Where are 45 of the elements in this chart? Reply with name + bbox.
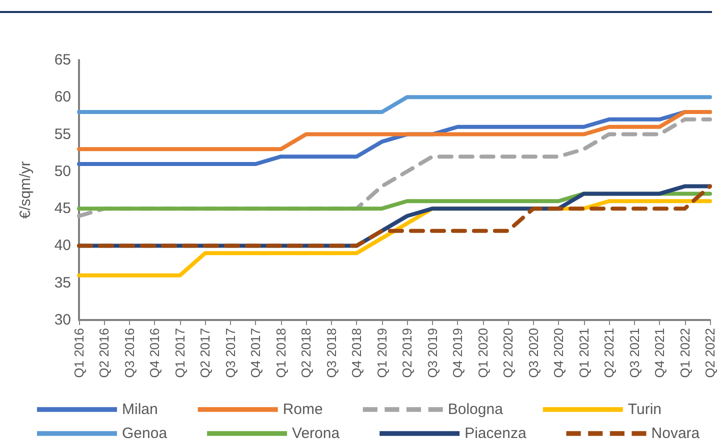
y-axis-title: €/sqm/yr	[17, 161, 34, 219]
x-tick-label: Q4 2020	[551, 328, 566, 378]
x-tick-label: Q3 2019	[424, 328, 440, 378]
x-tick-label: Q2 2018	[298, 328, 314, 378]
y-tick-label: 45	[54, 200, 71, 218]
x-tick-label: Q4 2021	[652, 328, 668, 378]
x-tick-label: Q1 2022	[677, 328, 692, 378]
y-tick-label: 55	[54, 126, 71, 143]
x-tick-label: Q2 2016	[96, 328, 112, 378]
x-tick-label: Q1 2018	[273, 328, 288, 378]
x-tick-label: Q3 2017	[222, 328, 238, 378]
y-tick-label: 40	[54, 237, 71, 254]
x-tick-label: Q1 2017	[172, 328, 188, 378]
x-tick-label: Q2 2022	[702, 328, 718, 378]
x-tick-label: Q2 2020	[500, 328, 516, 378]
x-tick-label: Q3 2018	[324, 328, 339, 378]
x-tick-label: Q3 2021	[626, 328, 642, 378]
legend-label: Milan	[122, 401, 158, 418]
legend-label: Rome	[282, 401, 323, 418]
x-tick-label: Q3 2016	[122, 328, 137, 378]
x-tick-label: Q1 2021	[576, 328, 592, 378]
x-tick-label: Q3 2020	[526, 328, 541, 378]
legend-label: Piacenza	[464, 425, 527, 442]
y-tick-label: 65	[54, 52, 71, 68]
line-series	[77, 184, 712, 248]
x-tick-label: Q2 2021	[602, 328, 617, 378]
x-tick-label: Q4 2017	[248, 328, 264, 378]
legend-label: Genoa	[122, 425, 168, 442]
x-tick-label: Q1 2020	[475, 328, 490, 378]
x-tick-label: Q4 2019	[450, 328, 466, 378]
y-tick-label: 30	[54, 312, 71, 328]
x-tick-label: Q1 2019	[374, 328, 390, 378]
y-tick-label: 35	[54, 274, 71, 292]
legend-label: Verona	[292, 425, 340, 442]
x-tick-label: Q2 2019	[400, 328, 415, 378]
y-tick-label: 60	[54, 88, 71, 106]
legend-label: Turin	[628, 401, 662, 418]
x-tick-label: Q4 2018	[349, 328, 364, 378]
x-tick-label: Q2 2017	[198, 328, 213, 378]
legend-label: Novara	[651, 425, 700, 442]
y-tick-label: 50	[54, 162, 71, 180]
x-tick-label: Q4 2016	[147, 328, 162, 378]
line-series	[77, 110, 712, 152]
legend-label: Bologna	[448, 401, 504, 418]
x-tick-label: Q1 2016	[72, 328, 86, 378]
